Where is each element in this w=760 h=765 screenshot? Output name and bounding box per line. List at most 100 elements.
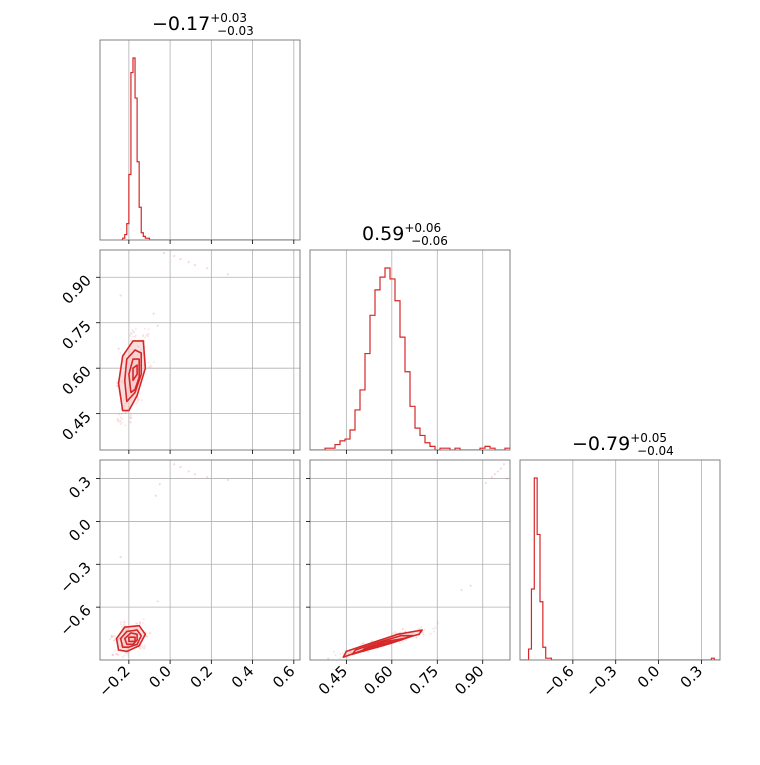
contour-fill bbox=[132, 365, 138, 381]
contour-line bbox=[117, 340, 147, 412]
scatter-point bbox=[179, 257, 182, 261]
scatter-point bbox=[115, 385, 118, 388]
y-tick-label: 0.75 bbox=[58, 317, 94, 353]
title-plus: +0.05 bbox=[630, 431, 667, 445]
scatter-point bbox=[490, 476, 493, 479]
panel-frame bbox=[519, 459, 721, 661]
scatter-point bbox=[113, 639, 116, 642]
scatter-point bbox=[125, 651, 128, 654]
scatter-point bbox=[131, 328, 134, 331]
x-tick-label: 0.0 bbox=[634, 662, 664, 692]
scatter-point bbox=[139, 647, 142, 650]
scatter-point bbox=[331, 662, 333, 664]
title-plus: +0.06 bbox=[404, 221, 441, 235]
scatter-point bbox=[147, 328, 150, 331]
y-tick-label: 0.90 bbox=[58, 271, 94, 307]
scatter-point bbox=[129, 421, 132, 424]
scatter-point bbox=[460, 588, 463, 592]
scatter-point bbox=[143, 646, 146, 649]
scatter-point bbox=[135, 402, 138, 405]
panel-frame bbox=[309, 459, 511, 661]
contour-line bbox=[132, 364, 138, 382]
x-tick-label: 0.60 bbox=[360, 662, 396, 698]
scatter-point bbox=[173, 463, 176, 466]
scatter-point bbox=[429, 632, 432, 635]
scatter-point bbox=[404, 639, 407, 642]
scatter-point bbox=[120, 623, 123, 626]
contour-line bbox=[123, 349, 143, 403]
scatter-point bbox=[131, 335, 134, 338]
scatter-point bbox=[135, 622, 138, 625]
scatter-point bbox=[206, 267, 209, 270]
scatter-point bbox=[417, 628, 420, 631]
scatter-point bbox=[120, 412, 123, 415]
scatter-point bbox=[420, 626, 423, 629]
contour-line bbox=[375, 640, 396, 648]
scatter-point bbox=[148, 632, 151, 635]
scatter-point bbox=[415, 636, 418, 639]
panel-histogram-2-2: −0.6 −0.3 0.0 0.3 −0.79+0.05 −0.04 bbox=[519, 431, 721, 701]
contour-fill bbox=[128, 637, 136, 642]
scatter-point bbox=[142, 647, 145, 650]
contour-line bbox=[128, 358, 140, 394]
title-minus: −0.03 bbox=[217, 24, 254, 38]
scatter-point bbox=[141, 335, 144, 338]
x-tick-label: 0.2 bbox=[187, 662, 217, 692]
scatter-point bbox=[116, 417, 119, 420]
scatter-point bbox=[339, 652, 342, 655]
panel-frame bbox=[309, 249, 511, 451]
scatter-point bbox=[140, 399, 143, 402]
scatter-point bbox=[404, 630, 407, 633]
scatter-point bbox=[124, 424, 127, 427]
scatter-point bbox=[362, 642, 365, 645]
scatter-point bbox=[140, 645, 143, 648]
scatter-point bbox=[496, 470, 499, 473]
scatter-point bbox=[124, 411, 127, 414]
scatter-point bbox=[502, 463, 506, 466]
scatter-point bbox=[129, 332, 132, 335]
scatter-point bbox=[415, 636, 418, 639]
scatter-point bbox=[119, 416, 122, 419]
scatter-point bbox=[422, 632, 425, 635]
scatter-point bbox=[115, 653, 118, 656]
scatter-point bbox=[146, 635, 149, 638]
scatter-point bbox=[116, 384, 119, 387]
scatter-point bbox=[401, 640, 404, 643]
scatter-point bbox=[143, 336, 146, 339]
title-value: −0.17 bbox=[152, 13, 210, 35]
scatter-point bbox=[124, 652, 127, 655]
scatter-point bbox=[149, 366, 152, 369]
scatter-point bbox=[226, 273, 229, 276]
scatter-point bbox=[147, 333, 150, 336]
panel-scatter-0-1: 0.45 0.60 0.75 0.90 bbox=[58, 249, 301, 454]
scatter-point bbox=[392, 632, 395, 635]
scatter-point bbox=[108, 637, 111, 640]
title-minus: −0.04 bbox=[637, 444, 674, 458]
scatter-point bbox=[134, 327, 137, 330]
scatter-point bbox=[139, 647, 142, 650]
scatter-point bbox=[111, 654, 114, 657]
scatter-point bbox=[136, 400, 139, 403]
scatter-point bbox=[328, 661, 330, 663]
scatter-point bbox=[112, 653, 115, 656]
scatter-point bbox=[433, 630, 436, 633]
scatter-point bbox=[123, 654, 126, 657]
scatter-point bbox=[129, 414, 132, 417]
scatter-point bbox=[116, 418, 119, 421]
scatter-point bbox=[117, 420, 120, 423]
scatter-point bbox=[146, 335, 149, 338]
scatter-point bbox=[117, 347, 120, 350]
histogram-step bbox=[520, 477, 720, 660]
panel-frame bbox=[99, 39, 301, 241]
scatter-point bbox=[116, 381, 119, 384]
panel-body bbox=[327, 463, 509, 666]
scatter-point bbox=[371, 639, 374, 642]
x-tick-label: 0.0 bbox=[145, 662, 175, 692]
scatter-point bbox=[328, 664, 330, 666]
scatter-point bbox=[142, 618, 145, 621]
scatter-point bbox=[132, 330, 135, 333]
scatter-point bbox=[144, 327, 147, 330]
title-value: 0.59 bbox=[362, 223, 404, 245]
scatter-point bbox=[115, 652, 118, 655]
